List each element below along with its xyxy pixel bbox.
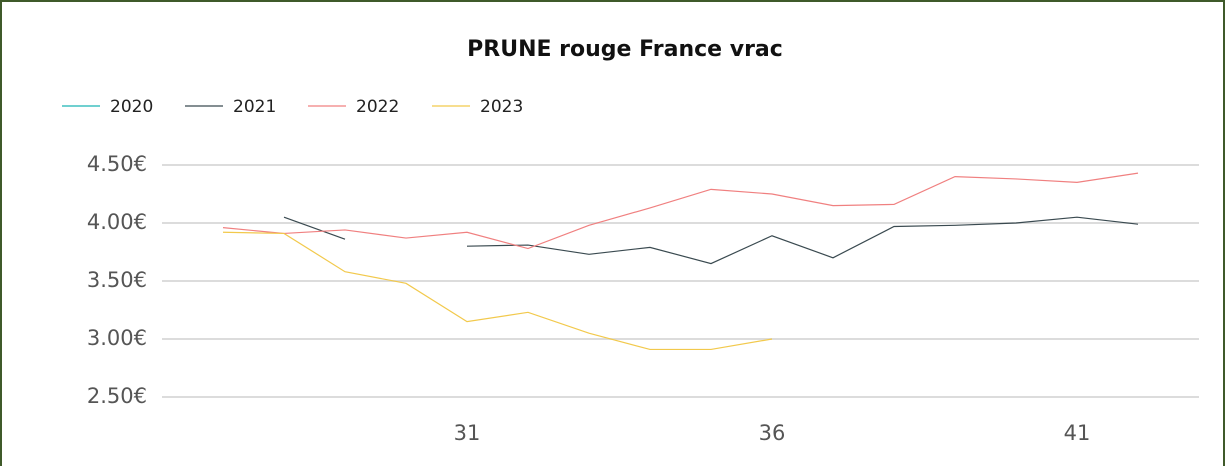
y-tick-label: 3.50€ [87,268,147,292]
y-tick-label: 2.50€ [87,384,147,408]
y-tick-label: 4.50€ [87,152,147,176]
legend-label: 2022 [356,97,399,117]
legend-label: 2023 [480,97,523,117]
x-tick-label: 41 [1064,421,1091,445]
y-tick-label: 3.00€ [87,326,147,350]
chart-title: PRUNE rouge France vrac [467,37,783,62]
x-tick-label: 31 [454,421,481,445]
legend-label: 2020 [110,97,153,117]
legend-label: 2021 [233,97,276,117]
series-line [283,216,1139,265]
x-tick-label: 36 [759,421,786,445]
y-tick-label: 4.00€ [87,210,147,234]
series-line [222,231,773,351]
series-line [222,172,1139,250]
